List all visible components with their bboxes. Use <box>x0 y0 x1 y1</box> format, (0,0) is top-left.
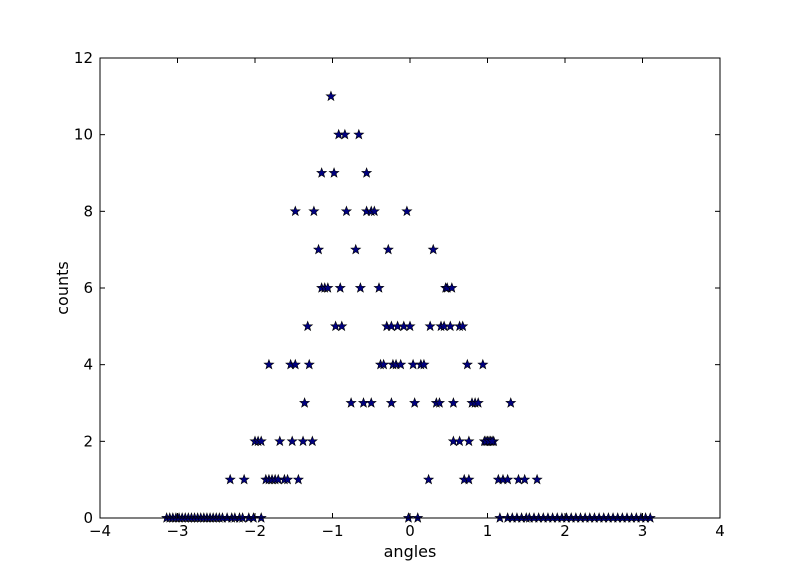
data-point <box>297 435 309 447</box>
data-point <box>427 243 439 255</box>
data-point <box>255 435 267 447</box>
data-point <box>404 320 416 332</box>
y-tick-label: 8 <box>83 202 93 220</box>
data-point <box>472 397 484 408</box>
data-point <box>289 358 301 370</box>
data-point <box>274 435 286 447</box>
data-point <box>306 435 318 447</box>
x-tick-label: 0 <box>405 522 415 540</box>
data-point <box>345 397 357 408</box>
x-tick-label: −3 <box>166 522 188 540</box>
data-point <box>263 358 275 370</box>
data-point <box>461 358 473 370</box>
data-point <box>224 473 236 485</box>
data-point <box>378 358 390 370</box>
data-point <box>368 205 380 217</box>
plot-frame <box>99 57 721 519</box>
data-point <box>395 358 407 370</box>
data-point <box>281 473 294 485</box>
data-point <box>316 167 328 178</box>
data-point <box>340 205 353 217</box>
x-tick-label: 4 <box>715 522 725 540</box>
data-point <box>463 473 475 485</box>
x-tick-label: −4 <box>89 522 111 540</box>
data-point <box>238 473 250 485</box>
data-point <box>409 397 421 408</box>
data-point <box>361 167 373 178</box>
data-point <box>303 358 315 370</box>
data-point <box>339 128 351 140</box>
data-point <box>382 243 394 255</box>
data-point <box>477 358 489 370</box>
y-axis-label: counts <box>53 261 72 314</box>
data-point <box>353 128 365 140</box>
data-point <box>486 435 498 447</box>
y-tick-label: 12 <box>74 49 93 67</box>
x-tick-label: −1 <box>321 522 343 540</box>
data-point <box>325 90 337 102</box>
data-point <box>299 397 311 408</box>
data-point <box>292 473 304 485</box>
data-point <box>336 320 348 332</box>
x-tick-label: 3 <box>638 522 648 540</box>
data-point <box>322 282 334 293</box>
y-tick-label: 10 <box>74 126 93 144</box>
data-point <box>433 397 446 408</box>
data-point <box>447 397 459 408</box>
data-point <box>446 282 458 293</box>
data-point <box>312 243 325 255</box>
y-tick-label: 6 <box>83 279 93 297</box>
data-point <box>328 167 340 178</box>
data-point <box>423 473 435 485</box>
data-point <box>424 320 436 332</box>
x-tick-label: 1 <box>483 522 493 540</box>
data-point <box>502 473 514 485</box>
y-tick-label: 0 <box>83 509 93 527</box>
data-point <box>505 397 517 408</box>
data-point <box>463 435 475 447</box>
data-point <box>401 205 413 217</box>
x-axis-label: angles <box>384 542 437 561</box>
plot-area <box>100 58 720 518</box>
data-point <box>385 397 397 408</box>
data-point <box>354 282 366 293</box>
data-point <box>289 205 301 217</box>
x-tick-label: −2 <box>244 522 266 540</box>
x-tick-label: 2 <box>560 522 570 540</box>
data-point <box>454 435 466 447</box>
data-point <box>350 243 362 255</box>
data-point <box>334 282 346 293</box>
data-point <box>531 473 543 485</box>
y-tick-label: 4 <box>83 356 93 374</box>
data-point <box>365 397 377 408</box>
y-tick-label: 2 <box>83 432 93 450</box>
data-point <box>308 205 320 217</box>
data-point <box>302 320 314 332</box>
data-point <box>457 320 469 332</box>
data-point <box>519 473 531 485</box>
data-point <box>373 282 385 293</box>
data-point <box>286 435 298 447</box>
data-point <box>444 320 456 332</box>
data-point <box>418 358 430 370</box>
